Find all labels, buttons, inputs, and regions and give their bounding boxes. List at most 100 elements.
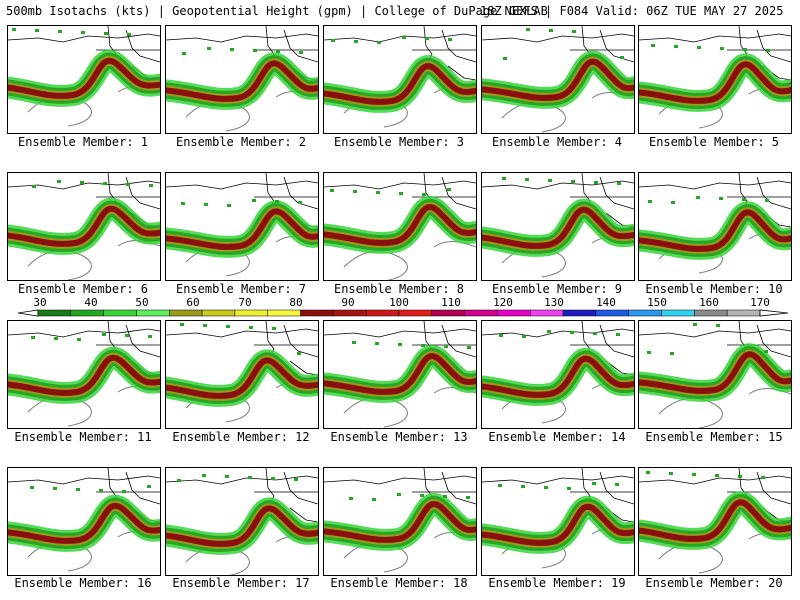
colorbar-tick-label: 90 (341, 296, 355, 309)
ensemble-map (8, 468, 160, 572)
ensemble-map (166, 468, 318, 575)
isotach-speckle (148, 335, 152, 338)
isotach-speckle (226, 325, 230, 328)
isotach-speckle (467, 346, 471, 349)
isotach-speckle (202, 474, 206, 477)
isotach-speckle (399, 192, 403, 195)
jet-core-band (324, 63, 476, 105)
ensemble-member-label: Ensemble Member: 1 (17, 135, 149, 149)
isotach-speckle (12, 28, 16, 31)
isotach-speckle (58, 30, 62, 33)
jet-core-band (482, 58, 634, 101)
isotach-speckle (80, 181, 84, 184)
ensemble-map (324, 321, 476, 428)
ensemble-member-label: Ensemble Member: 7 (175, 282, 307, 296)
jet-core-band (639, 499, 791, 542)
isotach-speckle (526, 28, 530, 31)
isotach-speckle (616, 333, 620, 336)
isotach-speckle (180, 323, 184, 326)
ensemble-panel-8 (323, 172, 477, 281)
colorbar-swatch (530, 309, 564, 317)
isotach-speckle (230, 48, 234, 51)
isotach-speckle (372, 498, 376, 501)
jet-core-band (324, 204, 476, 246)
ensemble-member-label: Ensemble Member: 20 (645, 576, 783, 590)
ensemble-map (8, 321, 160, 427)
isotach-speckle (299, 51, 303, 54)
jet-core-band (8, 502, 160, 544)
header-run-info: 18Z GEFS | F084 Valid: 06Z TUE MAY 27 20… (480, 4, 784, 18)
isotach-speckle (81, 31, 85, 34)
colorbar-swatch (562, 309, 597, 317)
ensemble-map (639, 468, 791, 574)
ensemble-map (166, 26, 318, 132)
isotach-speckle (249, 326, 253, 329)
height-contour (343, 241, 476, 280)
isotach-speckle (697, 46, 701, 49)
isotach-speckle (696, 196, 700, 199)
ensemble-map (166, 173, 318, 277)
colorbar-swatch (661, 309, 695, 317)
colorbar-tick-label: 80 (289, 296, 303, 309)
ensemble-panel-13 (323, 320, 477, 429)
jet-core-band (8, 205, 160, 247)
isotach-speckle (615, 483, 619, 486)
jet-core-band (8, 354, 160, 396)
isotach-speckle (549, 29, 553, 32)
coastline-border-lines (8, 468, 160, 523)
isotach-speckle (181, 202, 185, 205)
colorbar-tick-label: 140 (596, 296, 616, 309)
isotach-speckle (32, 185, 36, 188)
isotach-speckle (352, 341, 356, 344)
colorbar-tick-label: 160 (699, 296, 719, 309)
ensemble-panel-14 (481, 320, 635, 429)
isotach-speckle (447, 188, 451, 191)
isotach-speckle (548, 179, 552, 182)
ensemble-member-label: Ensemble Member: 17 (172, 576, 310, 590)
isotach-speckle (331, 39, 335, 42)
ensemble-panel-20 (638, 467, 792, 576)
colorbar-swatch (136, 309, 170, 317)
ensemble-map (8, 173, 160, 280)
isotach-speckle (647, 351, 651, 354)
isotach-speckle (349, 497, 353, 500)
coastline-border-lines (639, 173, 791, 228)
isotach-speckle (353, 190, 357, 193)
isotach-speckle (77, 338, 81, 341)
isotach-speckle (499, 334, 503, 337)
jet-core-band (166, 208, 318, 250)
ensemble-panel-12 (165, 320, 319, 429)
jet-core-band (166, 60, 318, 102)
isotach-speckle (502, 177, 506, 180)
jet-core-band (166, 357, 318, 399)
isotach-speckle (648, 200, 652, 203)
isotach-speckle (420, 494, 424, 497)
isotach-speckle (149, 184, 153, 187)
coastline-border-lines (482, 321, 634, 376)
colorbar-swatch (595, 309, 629, 317)
colorbar-tick-label: 50 (135, 296, 149, 309)
ensemble-panel-5 (638, 25, 792, 134)
colorbar-tick-label: 70 (238, 296, 252, 309)
isotach-speckle (592, 482, 596, 485)
colorbar-swatch (628, 309, 662, 317)
colorbar-arrow-left (17, 309, 39, 317)
isotach-speckle (544, 486, 548, 489)
isotach-speckle (272, 327, 276, 330)
coastline-border-lines (482, 26, 634, 81)
ensemble-map (482, 468, 634, 569)
isotach-speckle (225, 475, 229, 478)
isotach-speckle (651, 44, 655, 47)
isotach-speckle (330, 189, 334, 192)
ensemble-member-label: Ensemble Member: 15 (645, 430, 783, 444)
isotach-speckle (693, 323, 697, 326)
ensemble-panel-9 (481, 172, 635, 281)
ensemble-member-label: Ensemble Member: 2 (175, 135, 307, 149)
isotach-speckle (720, 47, 724, 50)
isotach-speckle (761, 476, 765, 479)
isotach-speckle (422, 193, 426, 196)
isotach-speckle (397, 493, 401, 496)
isotach-speckle (57, 180, 61, 183)
colorbar-arrow-right (759, 309, 789, 317)
isotach-speckle (571, 180, 575, 183)
